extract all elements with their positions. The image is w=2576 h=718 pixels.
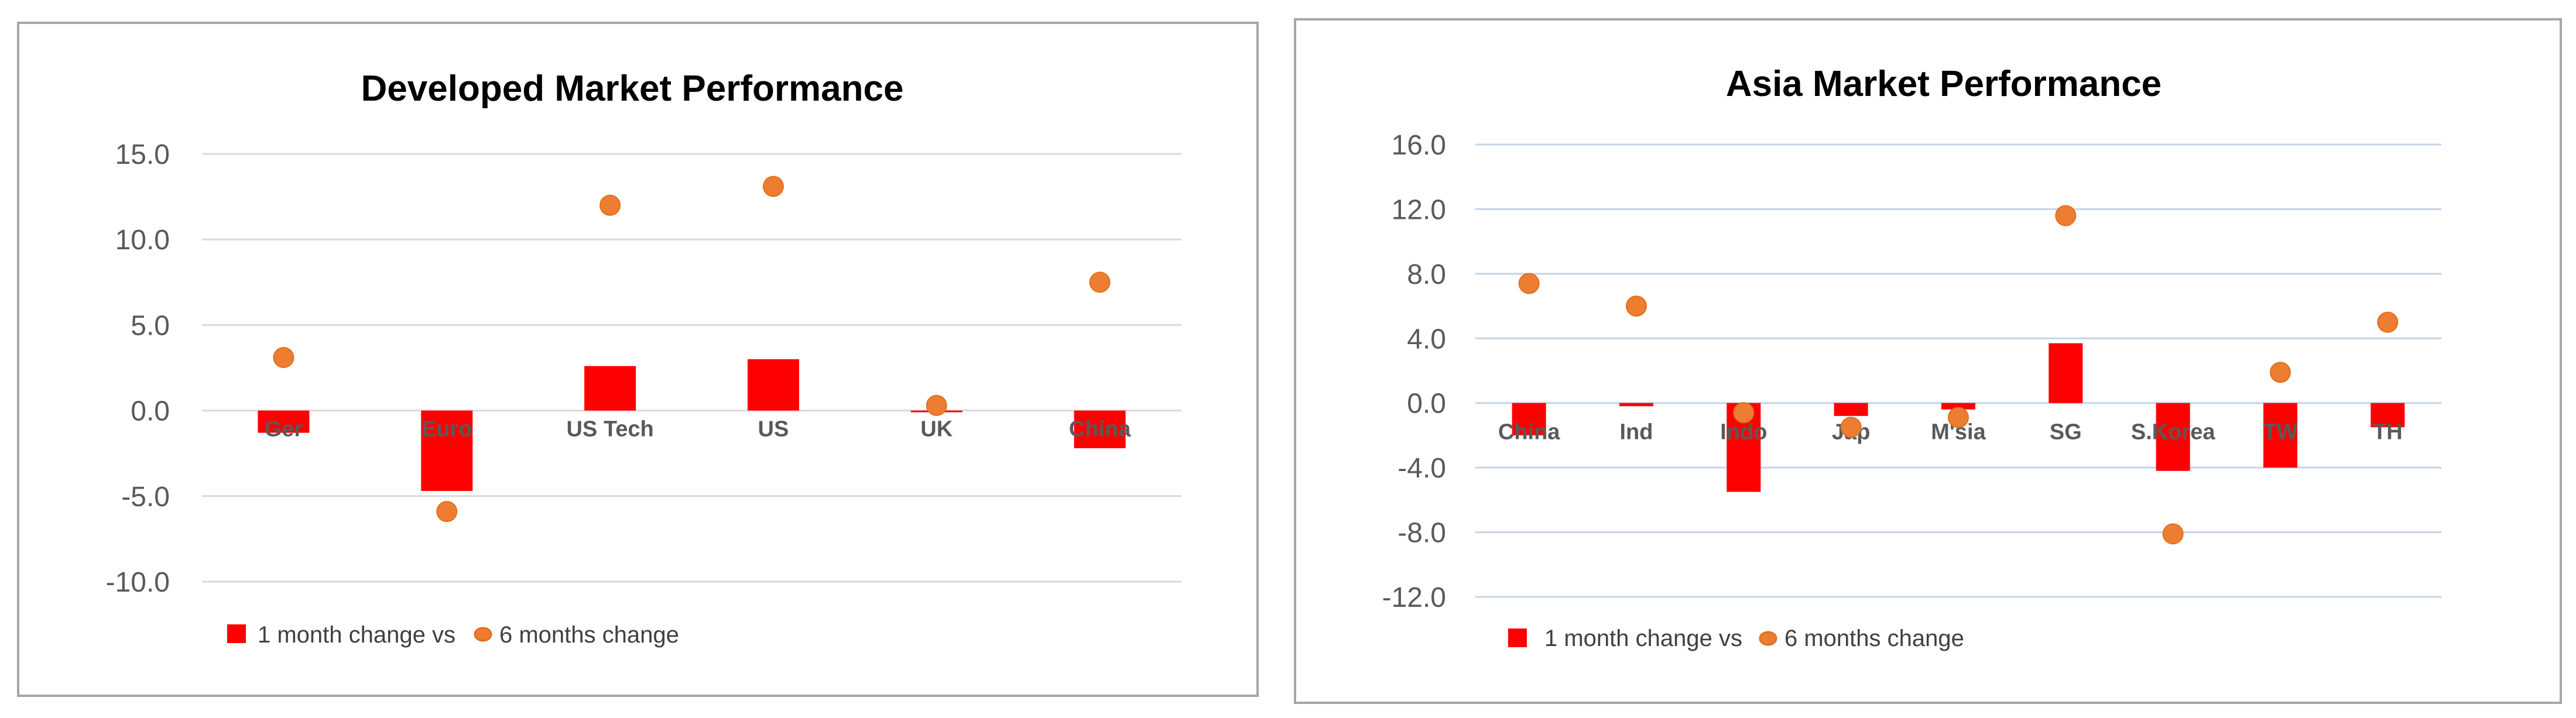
- category-label: Euro: [422, 417, 472, 442]
- y-tick-label: -10.0: [106, 567, 170, 598]
- legend-bar-swatch: [227, 624, 246, 643]
- legend-marker-swatch: [1759, 631, 1777, 646]
- data-point: [2270, 362, 2291, 383]
- chart-frame: [17, 22, 1259, 697]
- bar-series: [258, 359, 1126, 492]
- category-label: Ind: [1620, 420, 1653, 445]
- category-label: Ger: [265, 417, 303, 442]
- bar: [2156, 403, 2190, 471]
- chart-title: Developed Market Performance: [361, 68, 904, 109]
- marker-series: [1518, 205, 2399, 545]
- legend: 1 month change vs 6 months change: [227, 622, 679, 648]
- y-tick-label: 0.0: [1407, 389, 1446, 420]
- bar: [2263, 403, 2297, 468]
- legend-bar-label: 1 month change vs: [1544, 626, 1742, 651]
- data-point: [1518, 273, 1540, 294]
- y-axis-tick-labels: -12.0 -8.0 -4.0 0.0 4.0 8.0 12.0 16.0: [1382, 130, 1446, 613]
- marker-series: [273, 176, 1111, 523]
- bar: [2049, 343, 2083, 403]
- data-point: [600, 194, 621, 216]
- data-point: [2377, 311, 2399, 333]
- bar: [1619, 403, 1653, 407]
- bar: [1074, 410, 1126, 448]
- category-label: US Tech: [566, 417, 653, 442]
- y-tick-label: 10.0: [115, 225, 170, 256]
- category-labels: Ger Euro US Tech US UK China: [265, 417, 1132, 442]
- data-point: [1733, 402, 1755, 424]
- y-tick-label: 4.0: [1407, 324, 1446, 355]
- bar: [421, 410, 473, 492]
- category-label: China: [1498, 420, 1560, 445]
- category-label: TW: [2263, 420, 2297, 445]
- y-tick-label: 0.0: [131, 396, 170, 427]
- bar: [747, 359, 799, 411]
- category-label: Indo: [1720, 420, 1767, 445]
- asia-market-chart: Asia Market Performance -12.0 -8.0 -4.0 0.0…: [1294, 18, 2562, 704]
- data-point: [1089, 272, 1111, 293]
- data-point: [926, 394, 947, 416]
- legend-marker-swatch: [474, 627, 492, 642]
- data-point: [2162, 523, 2184, 545]
- y-tick-label: 15.0: [115, 139, 170, 170]
- category-label: UK: [920, 417, 953, 442]
- bar: [2371, 403, 2405, 428]
- bar: [1941, 403, 1975, 410]
- data-point: [2055, 205, 2077, 226]
- chart-title: Asia Market Performance: [1726, 64, 2161, 104]
- bar: [258, 410, 310, 433]
- y-tick-label: -8.0: [1397, 518, 1446, 549]
- data-point: [273, 346, 294, 368]
- legend: 1 month change vs 6 months change: [1508, 626, 1964, 651]
- y-tick-label: -4.0: [1397, 453, 1446, 484]
- bar: [584, 366, 636, 411]
- legend-marker-label: 6 months change: [499, 622, 679, 648]
- y-axis-tick-labels: -10.0 -5.0 0.0 5.0 10.0 15.0: [106, 139, 170, 598]
- y-tick-label: 8.0: [1407, 259, 1446, 290]
- bar: [1834, 403, 1868, 416]
- data-point: [436, 501, 458, 523]
- category-label: SG: [2050, 420, 2082, 445]
- data-point: [762, 176, 784, 197]
- legend-bar-label: 1 month change vs: [258, 622, 455, 648]
- y-tick-label: 16.0: [1392, 130, 1446, 161]
- y-tick-label: -12.0: [1382, 582, 1446, 613]
- data-point: [1626, 296, 1647, 317]
- y-tick-label: 5.0: [131, 310, 170, 341]
- data-point: [1840, 417, 1862, 438]
- category-label: S.Korea: [2131, 420, 2215, 445]
- chart-frame: [1294, 18, 2562, 704]
- y-tick-label: -5.0: [121, 482, 170, 513]
- legend-bar-swatch: [1508, 628, 1527, 647]
- bar: [1512, 403, 1546, 435]
- category-label: TH: [2373, 420, 2403, 445]
- developed-market-chart: Developed Market Performance -10.0 -5.0 0.…: [17, 22, 1259, 697]
- category-label: US: [758, 417, 789, 442]
- data-point: [1948, 407, 1969, 428]
- y-tick-label: 12.0: [1392, 194, 1446, 225]
- category-label: China: [1069, 417, 1131, 442]
- legend-marker-label: 6 months change: [1784, 626, 1964, 651]
- gridlines: [202, 153, 1181, 583]
